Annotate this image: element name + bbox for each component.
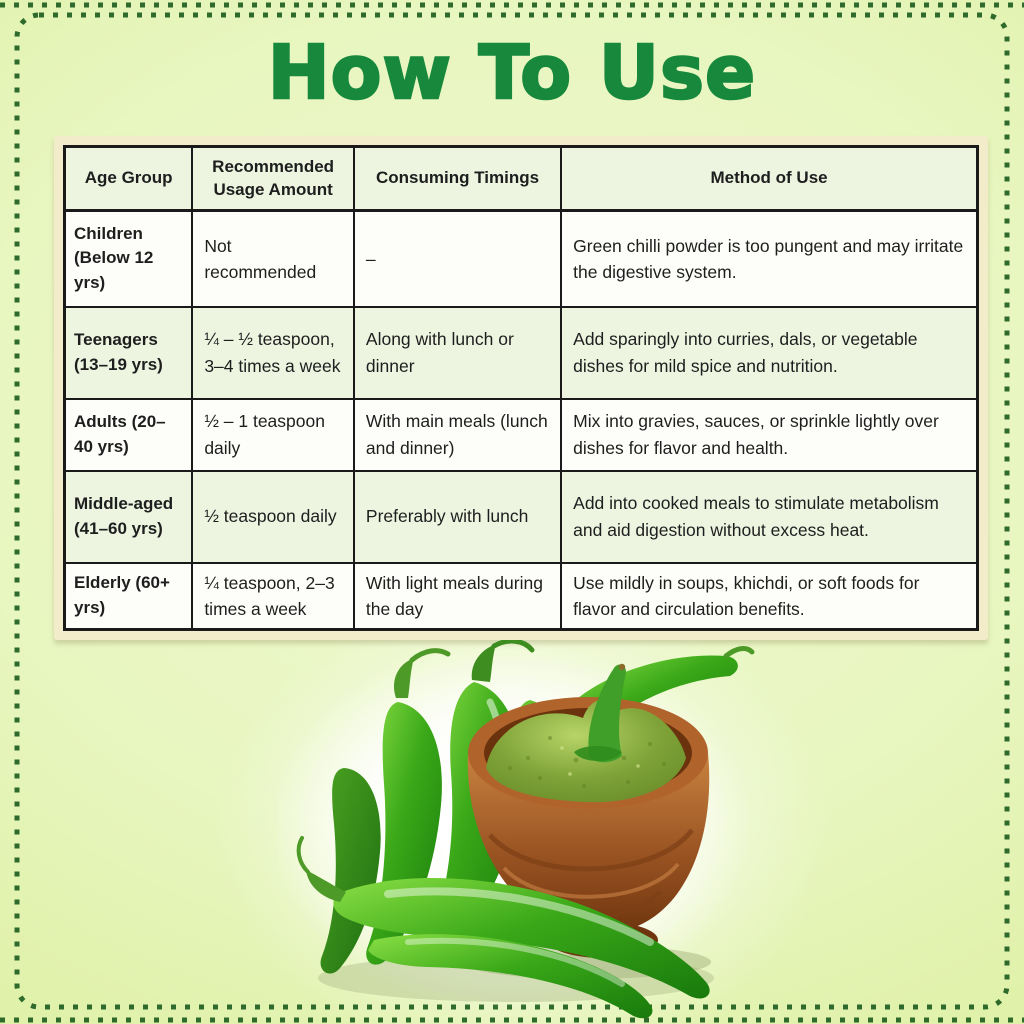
table-row-middle-aged: Middle-aged (41–60 yrs) ½ teaspoon daily…	[63, 469, 979, 564]
green-chilli-icon	[296, 836, 710, 999]
cell-age-group: Middle-aged (41–60 yrs)	[63, 469, 194, 564]
table-row-children: Children (Below 12 yrs) Not recommended …	[63, 209, 979, 308]
usage-table-frame: Age Group Recommended Usage Amount Consu…	[54, 136, 988, 640]
table-row-elderly: Elderly (60+ yrs) ¼ teaspoon, 2–3 times …	[63, 561, 979, 631]
cell-method: Mix into gravies, sauces, or sprinkle li…	[560, 397, 979, 472]
cell-usage-amount: ¼ – ½ teaspoon, 3–4 times a week	[191, 305, 355, 400]
chilli-stem-icon	[574, 663, 626, 763]
cell-timing: Preferably with lunch	[352, 469, 563, 564]
cell-method: Add into cooked meals to stimulate metab…	[560, 469, 979, 564]
cell-method: Green chilli powder is too pungent and m…	[560, 209, 979, 308]
cell-timing: With light meals during the day	[352, 561, 563, 631]
cell-usage-amount: Not recommended	[191, 209, 355, 308]
page-title: How To Use	[267, 29, 757, 118]
cell-method: Add sparingly into curries, dals, or veg…	[560, 305, 979, 400]
usage-table: Age Group Recommended Usage Amount Consu…	[63, 145, 979, 631]
cell-usage-amount: ½ – 1 teaspoon daily	[191, 397, 355, 472]
cell-age-group: Children (Below 12 yrs)	[63, 209, 194, 308]
chilli-powder-illustration	[278, 640, 755, 1019]
cell-age-group: Adults (20–40 yrs)	[63, 397, 194, 472]
cell-usage-amount: ½ teaspoon daily	[191, 469, 355, 564]
cell-usage-amount: ¼ teaspoon, 2–3 times a week	[191, 561, 355, 631]
header-consuming-timings: Consuming Timings	[352, 145, 563, 212]
green-chilli-icon	[320, 768, 381, 974]
table-row-teenagers: Teenagers (13–19 yrs) ¼ – ½ teaspoon, 3–…	[63, 305, 979, 400]
header-usage-amount: Recommended Usage Amount	[191, 145, 355, 212]
cell-age-group: Teenagers (13–19 yrs)	[63, 305, 194, 400]
cell-method: Use mildly in soups, khichdi, or soft fo…	[560, 561, 979, 631]
cell-timing: –	[352, 209, 563, 308]
cell-timing: With main meals (lunch and dinner)	[352, 397, 563, 472]
green-chilli-icon	[368, 934, 653, 1019]
table-row-adults: Adults (20–40 yrs) ½ – 1 teaspoon daily …	[63, 397, 979, 472]
cell-timing: Along with lunch or dinner	[352, 305, 563, 400]
table-header-row: Age Group Recommended Usage Amount Consu…	[63, 145, 979, 212]
header-method-of-use: Method of Use	[560, 145, 979, 212]
cell-age-group: Elderly (60+ yrs)	[63, 561, 194, 631]
header-age-group: Age Group	[63, 145, 194, 212]
